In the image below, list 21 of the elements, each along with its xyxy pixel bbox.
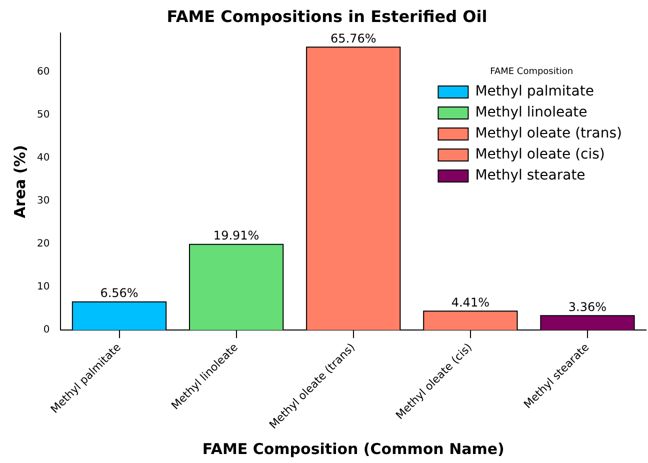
data-label: 19.91%	[213, 228, 260, 243]
legend-label: Methyl palmitate	[475, 84, 594, 100]
legend-label: Methyl oleate (trans)	[475, 126, 622, 142]
data-label: 4.41%	[451, 295, 490, 310]
y-tick-label: 30	[36, 196, 50, 207]
legend-title: FAME Composition	[490, 67, 574, 78]
y-tick-label: 20	[36, 238, 50, 250]
data-label: 6.56%	[100, 286, 138, 300]
legend-label: Methyl linoleate	[475, 104, 588, 121]
y-tick-label: 60	[36, 66, 50, 78]
legend-label: Methyl stearate	[475, 168, 586, 184]
data-label: 65.76%	[330, 31, 376, 46]
x-axis-title: FAME Composition (Common Name)	[202, 440, 504, 458]
y-axis-title: Area (%)	[10, 145, 29, 218]
chart-title: FAME Compositions in Esterified Oil	[166, 6, 488, 26]
y-tick-label: 10	[36, 282, 50, 293]
legend-label: Methyl oleate (cis)	[475, 146, 605, 163]
y-tick-label: 0	[43, 324, 50, 336]
y-tick-label: 40	[36, 152, 50, 164]
y-tick-label: 50	[36, 110, 50, 121]
data-label: 3.36%	[568, 300, 607, 314]
